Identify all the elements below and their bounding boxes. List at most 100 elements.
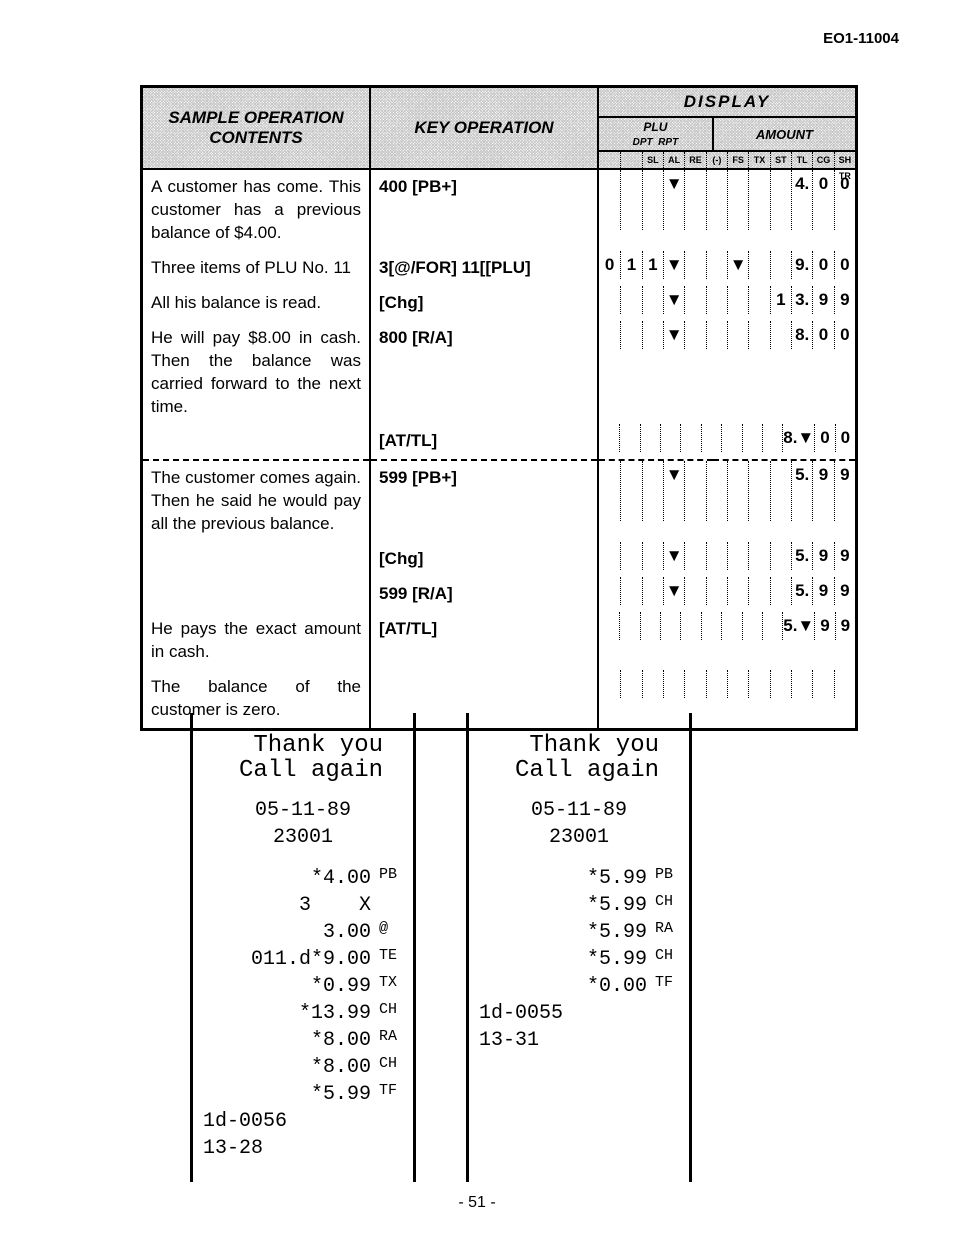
sample-text [142,424,371,460]
display-cell: 0 [812,321,833,349]
display-cell: 5.▼ [782,612,814,640]
key-operation: 800 [R/A] [370,321,598,425]
display-cell [684,286,705,314]
display-cell [684,577,705,605]
display-cell [727,286,748,314]
receipt-line: *8.00RA [203,1027,403,1054]
display-cell: 9 [812,577,833,605]
digit-col: ST [770,152,791,168]
hdr-sample: SAMPLE OPERATION CONTENTS [142,87,371,170]
display-cell [706,542,727,570]
display-cell [748,251,769,279]
display-cell [762,424,782,452]
display-cell [640,424,660,452]
display-cell: 0 [812,170,833,230]
display-cell [706,286,727,314]
display-cell: 0 [834,321,855,349]
display-cell [642,670,663,698]
display-cell: ▼ [663,170,684,230]
display-cell: 0 [834,170,855,230]
receipt-line: *4.00PB [203,865,403,892]
display-cell [748,321,769,349]
receipt-footer: 1d-0055 [479,1000,679,1027]
display-cell: 5. [791,542,812,570]
display-cell: 5. [791,461,812,521]
digit-col [620,152,641,168]
receipt-line: *5.99CH [479,946,679,973]
display-cell [748,670,769,698]
display-cell [642,542,663,570]
display-cells: 8.▼00 [598,424,857,460]
digit-col: SH TR [834,152,855,168]
hdr-plu: PLU DPT RPT [598,117,713,151]
sample-text: He will pay $8.00 in cash. Then the bala… [142,321,371,425]
display-cell: 0 [812,251,833,279]
receipt-line: *13.99CH [203,1000,403,1027]
display-cell [791,670,812,698]
display-cell: 0 [835,424,855,452]
display-cells: 5.▼99 [598,612,857,670]
display-cell [770,170,791,230]
display-cell [599,612,619,640]
display-cells: ▼5.99 [598,577,857,612]
key-operation: [AT/TL] [370,424,598,460]
display-cell [770,251,791,279]
display-cell [642,461,663,521]
display-cell [660,424,680,452]
display-cell: 9 [812,286,833,314]
display-cell [727,321,748,349]
receipt-line: *5.99RA [479,919,679,946]
display-cell [770,577,791,605]
display-cell: 9 [834,461,855,521]
display-cell: 5. [791,577,812,605]
receipt-line: *0.99TX [203,973,403,1000]
sample-text: A customer has come. This customer has a… [142,169,371,251]
sample-text [142,577,371,612]
display-cell [701,612,721,640]
display-cell [770,321,791,349]
display-cell [599,321,620,349]
display-cell [684,461,705,521]
receipt-footer: 13-31 [479,1027,679,1054]
digit-col: SL [642,152,663,168]
key-operation: 400 [PB+] [370,169,598,251]
sample-text: All his balance is read. [142,286,371,321]
sample-text: The customer comes again. Then he said h… [142,461,371,542]
hdr-amount: AMOUNT [713,117,857,151]
display-cell: ▼ [663,286,684,314]
receipt: Thank youCall again05-11-8923001*5.99PB*… [466,713,692,1182]
display-cell [684,670,705,698]
display-cell [770,542,791,570]
display-cell [748,286,769,314]
display-cell [727,170,748,230]
display-cell: 9 [834,542,855,570]
display-cell [721,424,741,452]
display-cell [599,577,620,605]
display-cell [642,170,663,230]
display-cell [706,670,727,698]
digit-col: FS [727,152,748,168]
receipt-code: 23001 [203,824,403,851]
display-cell [619,612,639,640]
receipt-line: *5.99PB [479,865,679,892]
display-cell [684,251,705,279]
display-cell: 9 [834,577,855,605]
receipt-line: *0.00TF [479,973,679,1000]
display-cell [684,321,705,349]
sample-text: Three items of PLU No. 11 [142,251,371,286]
display-cell [812,670,833,698]
display-cell: ▼ [663,251,684,279]
digit-col: AL [663,152,684,168]
digit-col: RE [684,152,705,168]
receipt-line: 011.d*9.00TE [203,946,403,973]
key-operation: [AT/TL] [370,612,598,670]
display-cell: 9 [812,461,833,521]
digit-col: TL [791,152,812,168]
receipt-header: Thank youCall again [479,723,679,797]
display-cell [619,424,639,452]
display-cell [599,170,620,230]
display-cell [684,170,705,230]
display-cell: 3. [791,286,812,314]
display-cells: 011▼▼9.00 [598,251,857,286]
display-cell [706,461,727,521]
